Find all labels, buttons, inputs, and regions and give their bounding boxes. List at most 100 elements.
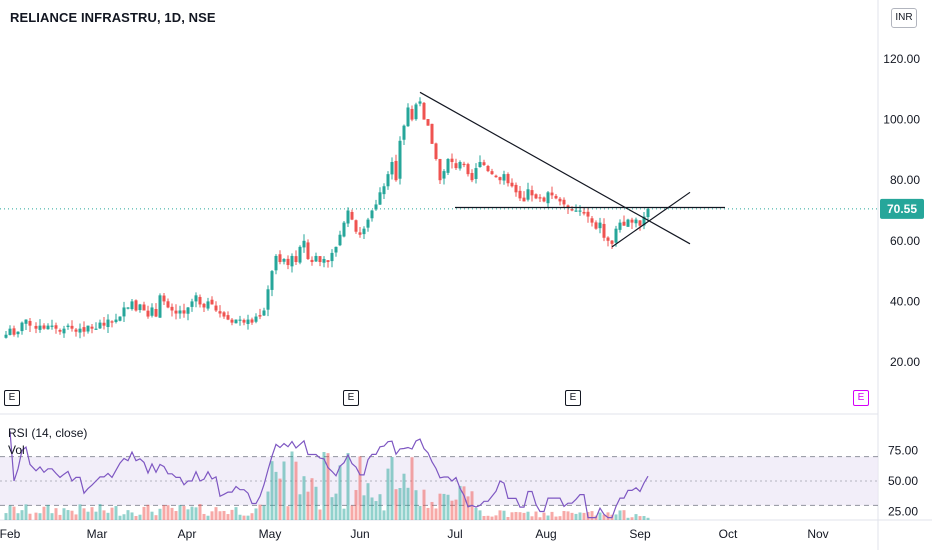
candle-body <box>394 160 398 181</box>
last-price-badge <box>880 198 924 219</box>
candle-body <box>610 240 614 244</box>
volume-bar <box>646 517 650 520</box>
volume-bar <box>50 513 54 520</box>
volume-bar <box>422 489 426 520</box>
volume-bar <box>562 511 566 520</box>
volume-bar <box>186 509 190 520</box>
candle-body <box>378 192 382 205</box>
candle-body <box>402 125 406 140</box>
volume-bar <box>42 506 46 520</box>
candle-body <box>534 194 538 199</box>
volume-bar <box>590 511 594 520</box>
earnings-badge[interactable]: E <box>343 390 359 406</box>
candle-body <box>78 328 82 333</box>
volume-bar <box>434 508 438 520</box>
candle-body <box>166 301 170 308</box>
candle-body <box>186 307 190 314</box>
candle-body <box>442 171 446 179</box>
candle-body <box>238 319 242 321</box>
candle-body <box>194 295 198 302</box>
volume-bar <box>46 504 50 520</box>
volume-bar <box>374 501 378 520</box>
volume-indicator-label[interactable]: Vol <box>8 443 25 457</box>
candle-body <box>4 334 8 338</box>
volume-bar <box>178 505 182 520</box>
candle-body <box>350 211 354 220</box>
candle-body <box>586 211 590 217</box>
volume-bar <box>354 490 358 520</box>
volume-bar <box>378 494 382 520</box>
volume-bar <box>66 510 70 520</box>
candle-body <box>20 322 24 332</box>
currency-badge[interactable]: INR <box>891 8 917 28</box>
candle-body <box>606 237 610 241</box>
volume-bar <box>242 515 246 520</box>
volume-bar <box>330 497 334 520</box>
volume-bar <box>474 507 478 520</box>
volume-bar <box>230 509 234 520</box>
trendline-drawing <box>419 91 691 245</box>
candle-body <box>478 162 482 168</box>
candle-body <box>158 295 162 318</box>
candle-body <box>278 254 282 263</box>
candle-body <box>290 255 294 267</box>
volume-bar <box>574 513 578 520</box>
earnings-badge[interactable]: E <box>565 390 581 406</box>
volume-bar <box>482 515 486 520</box>
price-tick-label: 40.00 <box>890 294 920 308</box>
symbol-title[interactable]: RELIANCE INFRASTRU, 1D, NSE <box>10 10 216 25</box>
volume-bar <box>538 517 542 520</box>
time-axis-label: Jul <box>447 527 462 541</box>
candle-body <box>262 310 266 316</box>
candle-body <box>362 228 366 235</box>
candle-body <box>414 104 418 120</box>
volume-bar <box>642 516 646 520</box>
candle-body <box>418 101 422 104</box>
volume-bar <box>366 483 370 520</box>
volume-bar <box>70 510 74 520</box>
candle-body <box>226 315 230 320</box>
candle-body <box>86 325 90 332</box>
candle-body <box>234 319 238 324</box>
earnings-badge[interactable]: E <box>4 390 20 406</box>
candle-body <box>12 328 16 335</box>
volume-bar <box>406 487 410 520</box>
candle-body <box>24 319 28 324</box>
candle-body <box>250 319 254 323</box>
rsi-indicator-label[interactable]: RSI (14, close) <box>8 426 88 440</box>
candle-body <box>218 311 222 314</box>
volume-bar <box>542 512 546 520</box>
candle-body <box>90 326 94 329</box>
candle-body <box>66 325 70 328</box>
candle-body <box>294 256 298 263</box>
volume-bar <box>566 511 570 520</box>
candle-body <box>618 222 622 230</box>
volume-bar <box>86 511 90 520</box>
candle-body <box>366 219 370 228</box>
candle-body <box>94 328 98 330</box>
volume-bar <box>322 452 326 520</box>
volume-bar <box>442 493 446 520</box>
price-tick-label: 120.00 <box>883 52 920 66</box>
candle-body <box>438 159 442 181</box>
candle-body <box>106 319 110 328</box>
candle-body <box>258 315 262 317</box>
volume-bar <box>8 505 12 520</box>
volume-bar <box>298 494 302 520</box>
volume-bar <box>326 453 330 520</box>
earnings-badge-upcoming[interactable]: E <box>853 390 869 406</box>
volume-bar <box>258 504 262 520</box>
candle-body <box>334 246 338 253</box>
volume-bar <box>134 515 138 520</box>
volume-bar <box>34 512 38 520</box>
candle-body <box>46 325 50 330</box>
volume-bar <box>16 513 20 520</box>
volume-bar <box>446 494 450 520</box>
candle-body <box>562 199 566 205</box>
candle-body <box>130 301 134 310</box>
volume-bar <box>290 451 294 520</box>
volume-bar <box>606 512 610 520</box>
volume-bar <box>250 513 254 520</box>
candle-body <box>62 328 66 334</box>
